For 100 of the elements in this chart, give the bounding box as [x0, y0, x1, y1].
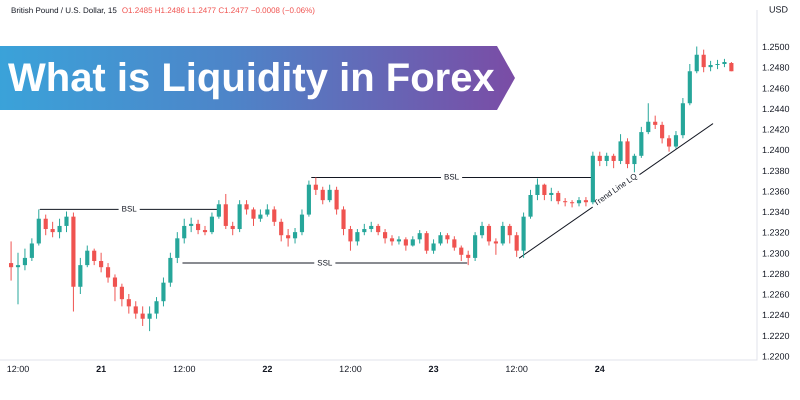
x-tick-label: 21	[96, 364, 106, 374]
candlestick	[244, 200, 249, 216]
candlestick	[140, 306, 145, 326]
candlestick	[286, 228, 290, 248]
candlestick	[120, 283, 124, 307]
candlestick	[639, 126, 644, 158]
candlestick	[625, 138, 630, 169]
y-tick-label: 1.2420	[762, 124, 790, 135]
candlestick	[265, 204, 270, 218]
candlestick	[486, 223, 492, 246]
candlestick	[563, 198, 568, 207]
x-tick-label: 12:00	[6, 364, 30, 374]
candlestick	[404, 236, 408, 252]
candlestick	[196, 219, 200, 235]
y-tick-label: 1.2480	[762, 62, 790, 73]
x-tick-label: 24	[594, 364, 605, 374]
y-axis-title: USD	[768, 4, 788, 14]
y-tick-label: 1.2240	[762, 310, 790, 320]
candlestick	[334, 186, 339, 216]
candlestick	[508, 223, 512, 244]
candlestick	[161, 277, 166, 307]
candlestick	[535, 178, 540, 201]
candlestick	[660, 121, 664, 144]
y-tick-label: 1.2440	[762, 104, 790, 114]
candlestick	[320, 186, 325, 205]
candlestick	[646, 102, 650, 135]
candlestick	[251, 206, 256, 226]
candlestick	[154, 296, 159, 320]
y-tick-label: 1.2360	[762, 186, 790, 196]
x-tick-label: 23	[428, 364, 439, 374]
candlestick	[528, 189, 533, 220]
y-tick-label: 1.2200	[762, 351, 790, 362]
candlestick	[666, 134, 672, 152]
candlestick	[22, 248, 28, 271]
candlestick	[16, 252, 20, 305]
candlestick	[30, 238, 34, 262]
candlestick	[230, 221, 235, 236]
candlestick	[466, 250, 470, 266]
candlestick	[612, 153, 616, 169]
candlestick	[182, 218, 186, 244]
candlestick	[424, 230, 429, 254]
candlestick	[459, 245, 464, 262]
candlestick	[189, 217, 194, 233]
candlestick	[549, 187, 554, 202]
candlestick	[473, 232, 478, 262]
candlestick	[618, 134, 623, 165]
candlestick	[604, 152, 609, 167]
candlestick	[418, 230, 422, 244]
candlestick	[500, 221, 505, 246]
candlestick	[632, 153, 636, 173]
candlestick	[383, 228, 388, 244]
candlestick	[369, 221, 374, 233]
candlestick	[674, 130, 678, 150]
candlestick	[376, 223, 380, 236]
candlestick	[715, 59, 720, 70]
candlestick	[480, 221, 484, 239]
candlestick	[598, 151, 602, 167]
annotation: O1.2485 H1.2486 L1.2477 C1.2477 −0.0008 (−0.06%)	[122, 6, 315, 15]
candlestick	[362, 223, 366, 236]
candlestick	[44, 214, 48, 236]
candlestick	[99, 252, 104, 273]
text: What is Liquidity in Forex	[8, 55, 495, 102]
candlestick	[576, 196, 582, 207]
candlestick	[210, 212, 214, 235]
candlestick	[702, 49, 706, 73]
candlestick	[348, 225, 353, 252]
candlestick	[258, 208, 262, 222]
series-label: BSL	[122, 204, 138, 214]
candlestick	[112, 274, 118, 302]
candlestick	[314, 176, 318, 196]
candlestick	[92, 248, 96, 266]
candlestick	[653, 115, 658, 130]
y-tick-label: 1.2220	[762, 330, 790, 341]
candlestick	[514, 232, 519, 258]
series-label: SSL	[317, 258, 333, 268]
candlestick	[694, 46, 699, 74]
y-tick-label: 1.2400	[762, 145, 790, 156]
candlestick	[279, 218, 284, 242]
y-tick-label: 1.2320	[762, 228, 790, 238]
candlestick	[64, 211, 69, 233]
candlestick	[148, 306, 152, 332]
chart-subtitle: British Pound / U.S. Dollar, 15	[11, 6, 117, 15]
candlestick	[175, 232, 180, 264]
y-tick-label: 1.2260	[762, 290, 790, 300]
candlestick	[57, 218, 62, 239]
x-tick-label: 12:00	[505, 364, 528, 374]
y-tick-label: 1.2500	[762, 42, 790, 52]
candlestick	[292, 228, 298, 244]
candlestick	[355, 228, 360, 246]
y-tick-label: 1.2280	[762, 268, 790, 279]
x-tick-label: 12:00	[172, 364, 196, 374]
candlestick	[341, 206, 346, 236]
candlestick	[708, 60, 713, 72]
candlestick	[85, 245, 90, 268]
x-tick-label: 22	[262, 364, 272, 374]
candlestick	[216, 200, 221, 220]
y-tick-label: 1.2300	[762, 248, 790, 258]
candlestick	[584, 196, 588, 207]
candlestick	[224, 193, 228, 230]
candlestick	[445, 232, 450, 244]
